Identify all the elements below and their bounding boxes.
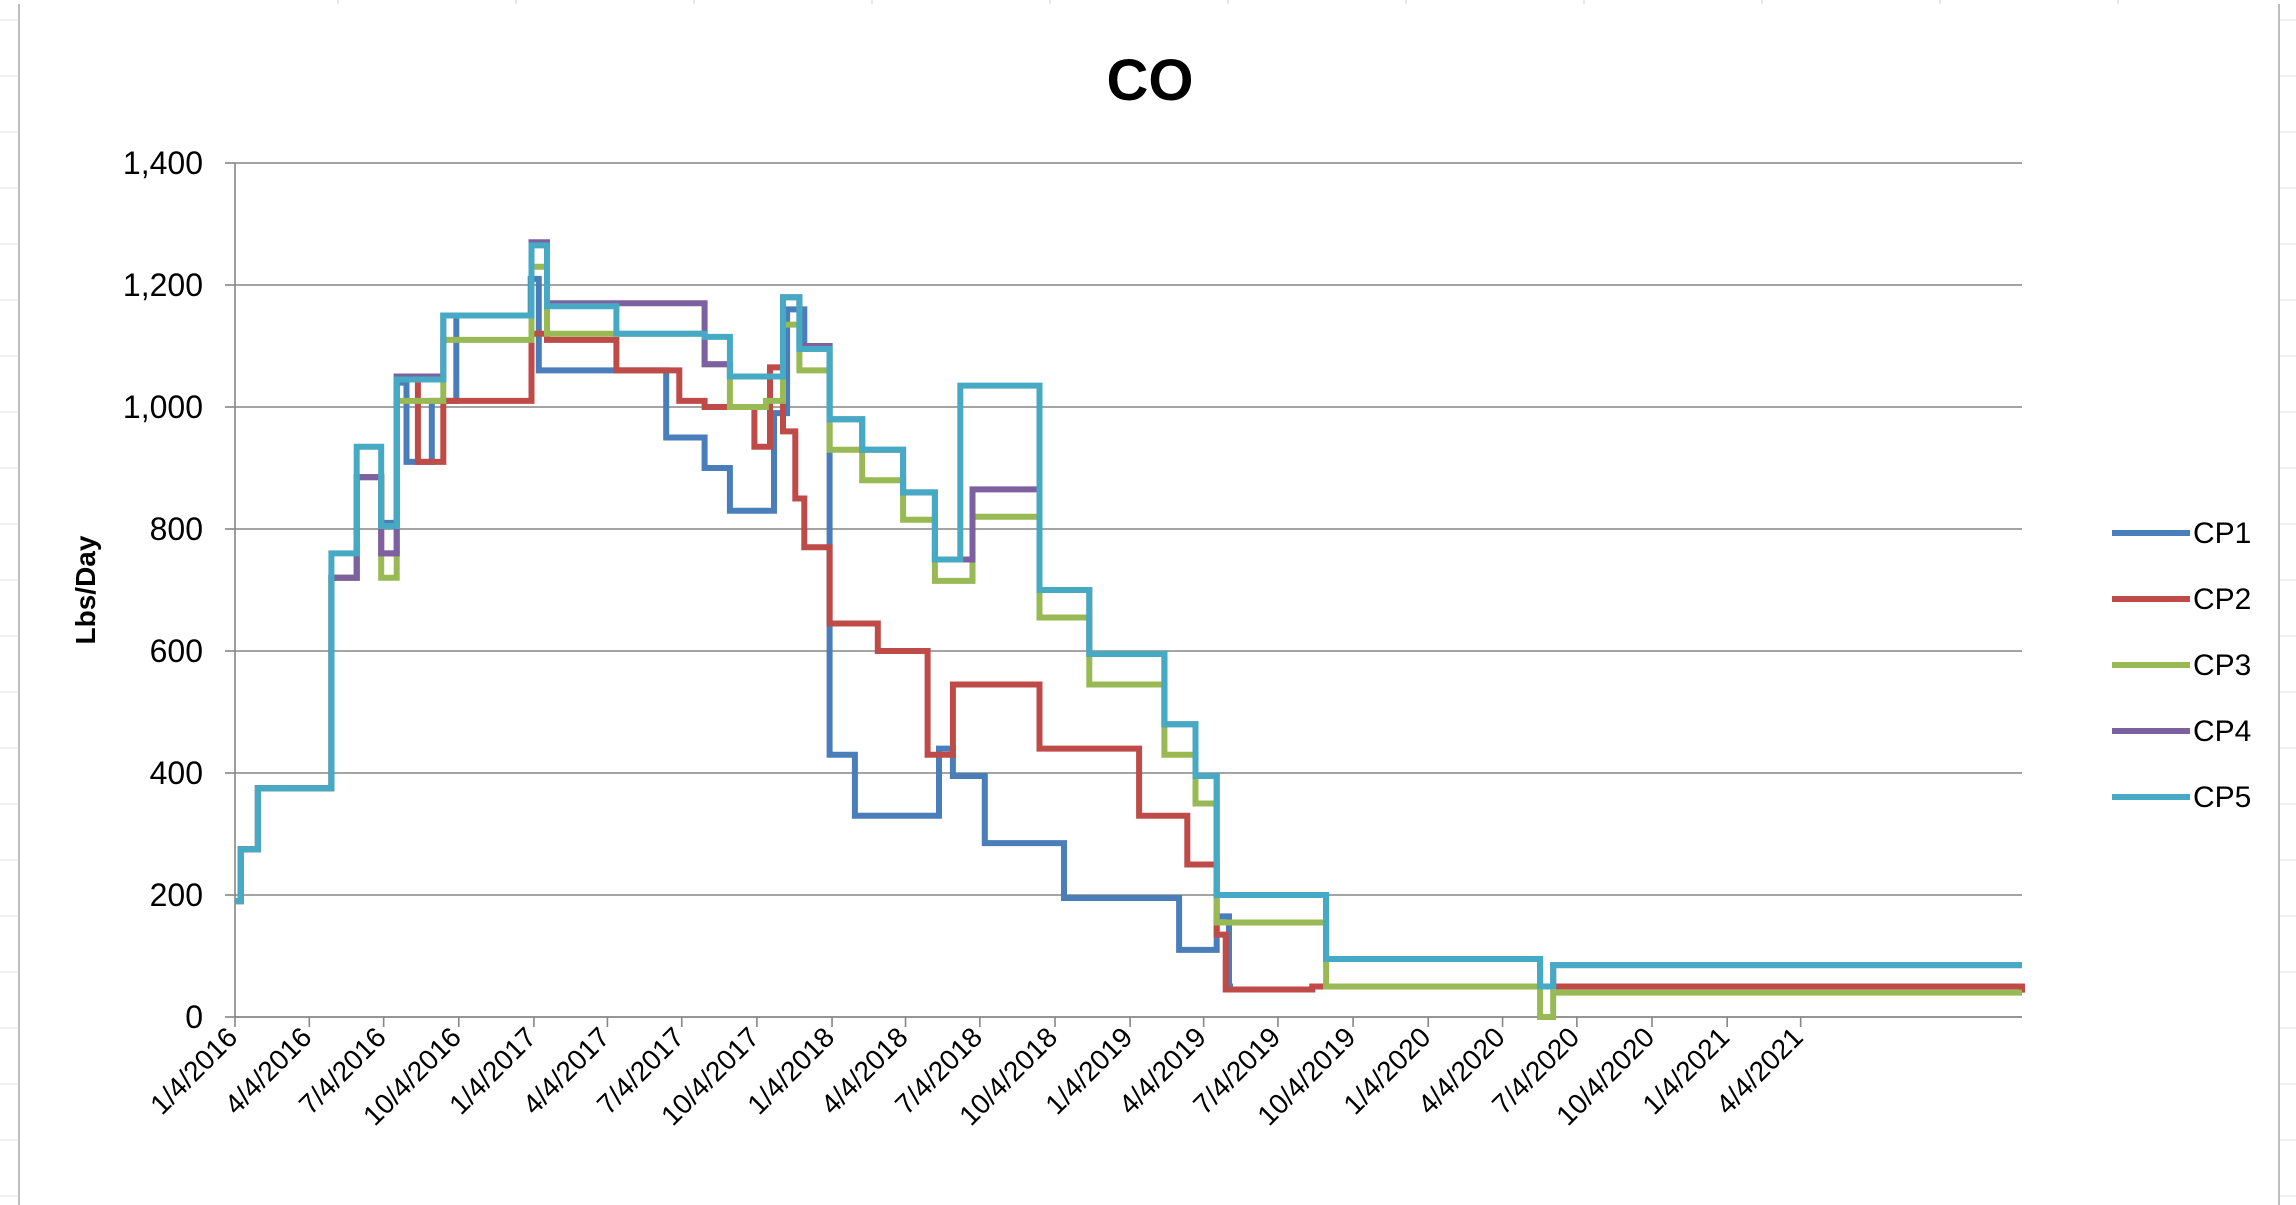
series-line-cp4 (235, 239, 2022, 990)
series-line-cp1 (235, 275, 1233, 990)
series-line-cp3 (235, 263, 2022, 1020)
x-axis-ticks: 1/4/20164/4/20167/4/201610/4/20161/4/201… (144, 1017, 1809, 1131)
gridlines (235, 162, 2022, 1018)
legend-label-cp3: CP3 (2193, 649, 2251, 682)
chart-title: CO (1107, 48, 1194, 113)
y-tick-label: 600 (150, 633, 203, 669)
chart-frame (18, 4, 2280, 1205)
y-tick-label: 1,000 (123, 389, 203, 425)
axes (234, 163, 2022, 1018)
legend: CP1 CP2 CP3 CP4 CP5 (2112, 517, 2251, 814)
legend-label-cp2: CP2 (2193, 583, 2251, 616)
y-tick-label: 800 (150, 511, 203, 547)
legend-label-cp5: CP5 (2193, 781, 2251, 814)
series-line-cp5 (235, 242, 2022, 990)
legend-label-cp1: CP1 (2193, 517, 2251, 550)
y-tick-label: 0 (185, 999, 203, 1035)
series-lines (235, 239, 2025, 1020)
series-line-cp2 (235, 330, 2025, 993)
y-axis-label: Lbs/Day (70, 535, 101, 644)
y-tick-label: 400 (150, 755, 203, 791)
y-axis-ticks: 0 200 400 600 800 1,000 1,200 1,400 (123, 145, 235, 1035)
y-tick-label: 1,200 (123, 267, 203, 303)
y-tick-label: 1,400 (123, 145, 203, 181)
y-tick-label: 200 (150, 877, 203, 913)
legend-label-cp4: CP4 (2193, 715, 2251, 748)
